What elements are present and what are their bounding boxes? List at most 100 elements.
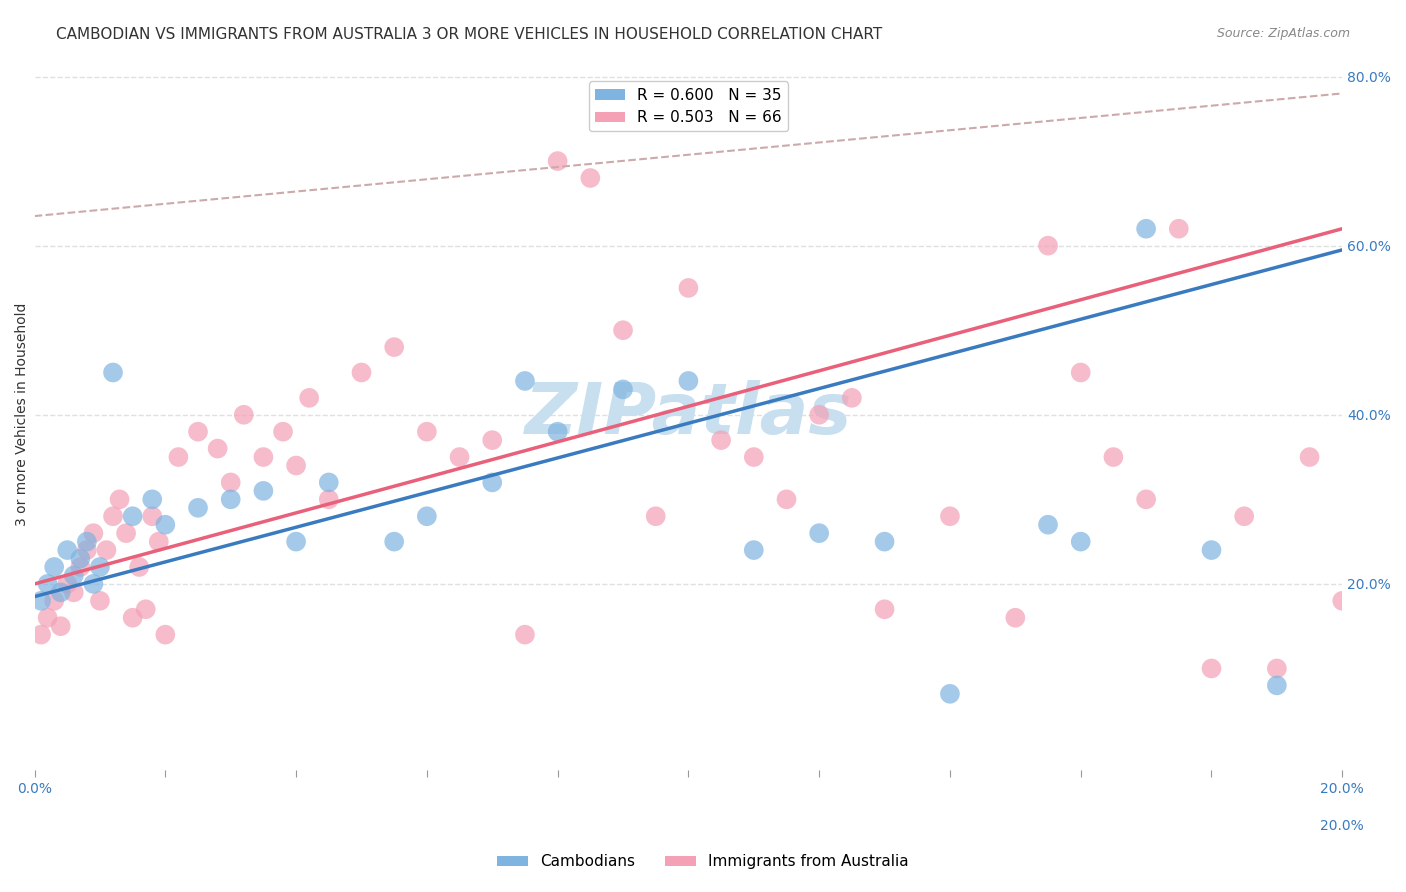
Point bbox=[82, 577, 104, 591]
Point bbox=[128, 560, 150, 574]
Point bbox=[644, 509, 666, 524]
Point bbox=[318, 492, 340, 507]
Point bbox=[1364, 425, 1386, 439]
Point bbox=[1070, 366, 1092, 380]
Point bbox=[44, 594, 66, 608]
Point bbox=[742, 543, 765, 558]
Point bbox=[82, 526, 104, 541]
Point bbox=[37, 611, 59, 625]
Point bbox=[481, 433, 503, 447]
Point bbox=[382, 534, 405, 549]
Point bbox=[285, 534, 308, 549]
Point bbox=[350, 366, 373, 380]
Point bbox=[612, 323, 634, 337]
Point bbox=[62, 568, 84, 582]
Point bbox=[115, 526, 138, 541]
Point bbox=[44, 560, 66, 574]
Point bbox=[416, 425, 439, 439]
Point bbox=[187, 425, 209, 439]
Point bbox=[547, 425, 569, 439]
Point bbox=[69, 560, 91, 574]
Point bbox=[89, 560, 111, 574]
Point bbox=[1135, 221, 1157, 235]
Point bbox=[56, 543, 79, 558]
Point bbox=[1396, 425, 1406, 439]
Point bbox=[1298, 450, 1320, 464]
Point bbox=[155, 517, 177, 532]
Point bbox=[449, 450, 471, 464]
Point bbox=[1004, 611, 1026, 625]
Point bbox=[873, 534, 896, 549]
Point bbox=[547, 154, 569, 169]
Point bbox=[1233, 509, 1256, 524]
Point bbox=[841, 391, 863, 405]
Point bbox=[155, 627, 177, 641]
Point bbox=[141, 492, 163, 507]
Point bbox=[101, 509, 124, 524]
Point bbox=[298, 391, 321, 405]
Point bbox=[121, 611, 143, 625]
Point bbox=[76, 534, 98, 549]
Text: Source: ZipAtlas.com: Source: ZipAtlas.com bbox=[1216, 27, 1350, 40]
Point bbox=[710, 433, 733, 447]
Point bbox=[1102, 450, 1125, 464]
Text: 20.0%: 20.0% bbox=[1320, 819, 1364, 833]
Point bbox=[1135, 492, 1157, 507]
Point bbox=[481, 475, 503, 490]
Point bbox=[1265, 661, 1288, 675]
Point bbox=[141, 509, 163, 524]
Point bbox=[1036, 517, 1059, 532]
Point bbox=[219, 475, 242, 490]
Point bbox=[252, 483, 274, 498]
Point bbox=[678, 374, 700, 388]
Point bbox=[1167, 221, 1189, 235]
Point bbox=[939, 509, 962, 524]
Point bbox=[612, 383, 634, 397]
Point bbox=[808, 408, 831, 422]
Point bbox=[37, 577, 59, 591]
Point bbox=[252, 450, 274, 464]
Point bbox=[89, 594, 111, 608]
Point bbox=[1036, 238, 1059, 252]
Point bbox=[1070, 534, 1092, 549]
Point bbox=[121, 509, 143, 524]
Point bbox=[219, 492, 242, 507]
Point bbox=[207, 442, 229, 456]
Text: CAMBODIAN VS IMMIGRANTS FROM AUSTRALIA 3 OR MORE VEHICLES IN HOUSEHOLD CORRELATI: CAMBODIAN VS IMMIGRANTS FROM AUSTRALIA 3… bbox=[56, 27, 883, 42]
Point bbox=[742, 450, 765, 464]
Point bbox=[1201, 543, 1223, 558]
Point bbox=[873, 602, 896, 616]
Point bbox=[579, 171, 602, 186]
Point bbox=[1331, 594, 1354, 608]
Legend: Cambodians, Immigrants from Australia: Cambodians, Immigrants from Australia bbox=[491, 848, 915, 875]
Point bbox=[62, 585, 84, 599]
Point bbox=[148, 534, 170, 549]
Point bbox=[49, 619, 72, 633]
Point bbox=[808, 526, 831, 541]
Point bbox=[1201, 661, 1223, 675]
Point bbox=[96, 543, 118, 558]
Point bbox=[101, 366, 124, 380]
Point bbox=[76, 543, 98, 558]
Point bbox=[30, 627, 52, 641]
Point bbox=[939, 687, 962, 701]
Legend: R = 0.600   N = 35, R = 0.503   N = 66: R = 0.600 N = 35, R = 0.503 N = 66 bbox=[589, 81, 789, 131]
Point bbox=[318, 475, 340, 490]
Point bbox=[167, 450, 190, 464]
Point bbox=[49, 585, 72, 599]
Point bbox=[416, 509, 439, 524]
Point bbox=[271, 425, 294, 439]
Y-axis label: 3 or more Vehicles in Household: 3 or more Vehicles in Household bbox=[15, 303, 30, 526]
Point bbox=[1265, 678, 1288, 692]
Point bbox=[30, 594, 52, 608]
Point bbox=[513, 374, 536, 388]
Point bbox=[382, 340, 405, 354]
Point bbox=[232, 408, 254, 422]
Point bbox=[187, 500, 209, 515]
Point bbox=[513, 627, 536, 641]
Point bbox=[56, 577, 79, 591]
Point bbox=[285, 458, 308, 473]
Text: ZIPatlas: ZIPatlas bbox=[524, 380, 852, 450]
Point bbox=[69, 551, 91, 566]
Point bbox=[135, 602, 157, 616]
